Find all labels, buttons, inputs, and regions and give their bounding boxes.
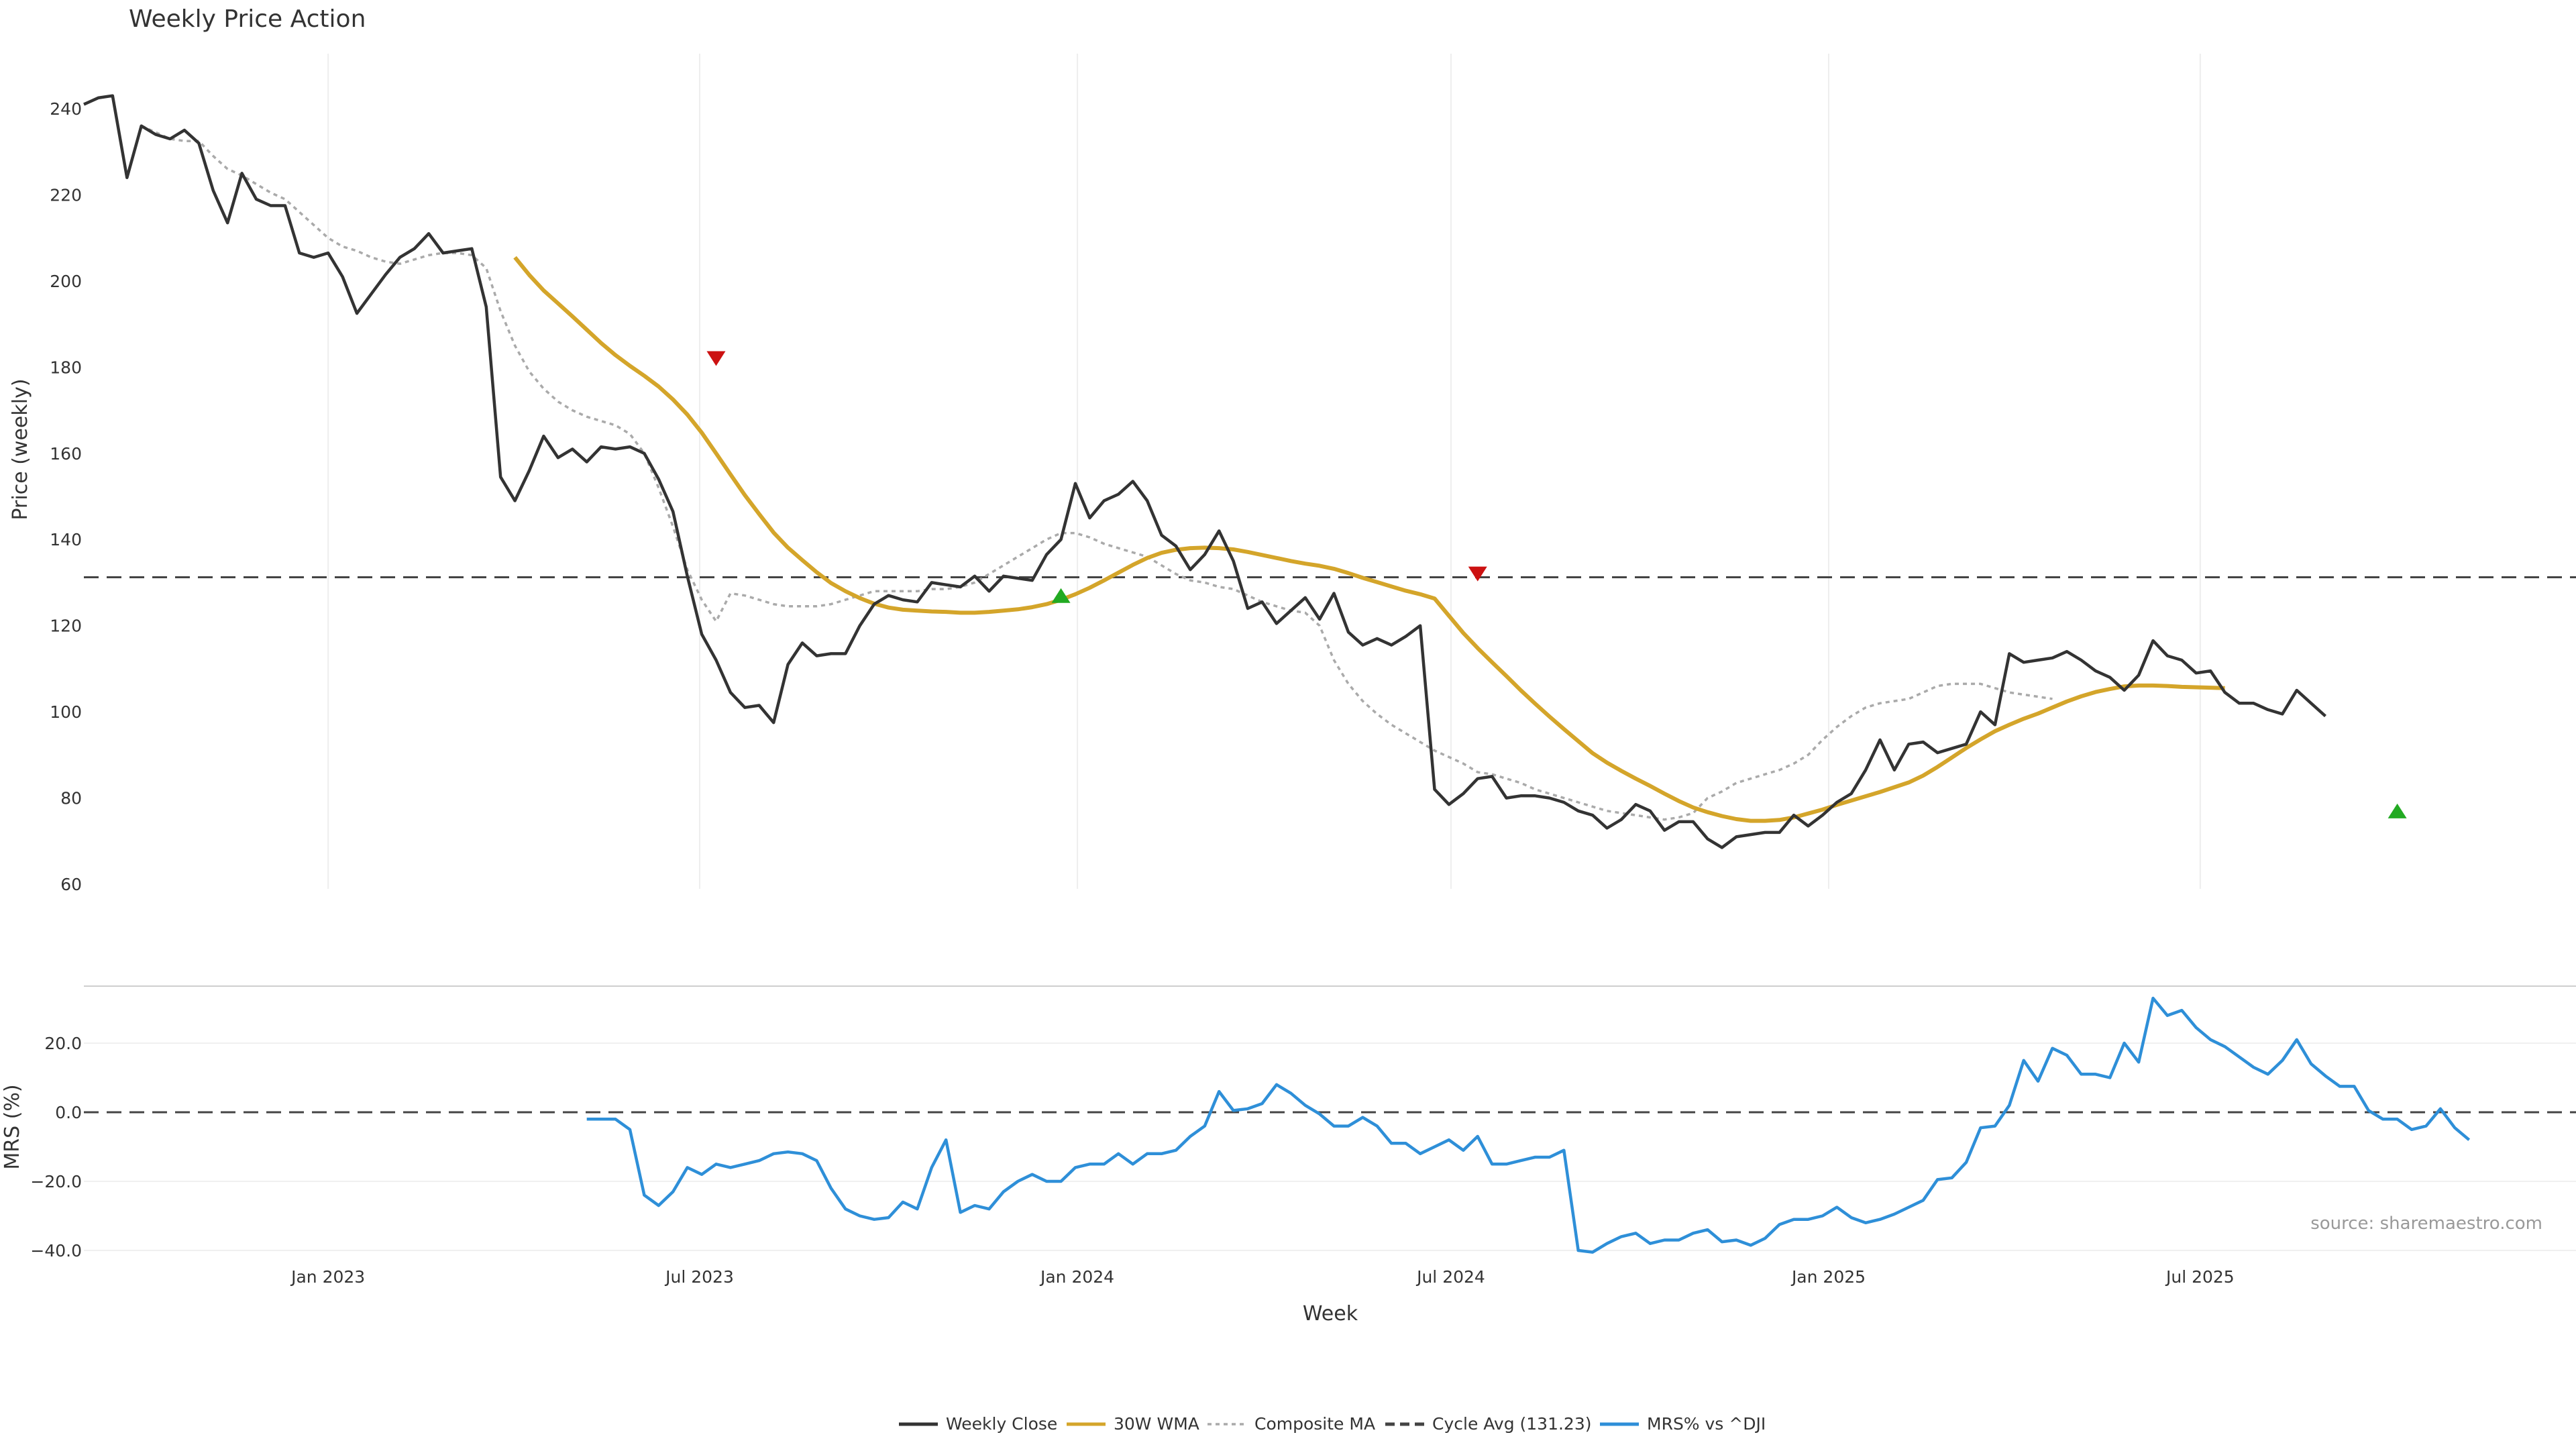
mrs-y-axis-title: MRS (%) [1,1084,24,1169]
price-y-axis: 60 80 100 120 140 160 180 200 220 240 [50,99,82,894]
x-tick-label: Jul 2024 [1415,1267,1485,1287]
legend-item: MRS% vs ^DJI [1600,1414,1766,1434]
price-series-group [83,94,2576,849]
price-y-tick-label: 220 [50,185,82,205]
x-tick-label: Jul 2023 [664,1267,734,1287]
chart-title: Weekly Price Action [129,5,366,33]
legend-label: 30W WMA [1114,1414,1199,1434]
legend-item: Cycle Avg (131.23) [1385,1414,1592,1434]
wma-30w-line [513,256,2225,823]
x-tick-label: Jan 2025 [1790,1267,1866,1287]
price-y-tick-label: 140 [50,530,82,549]
x-tick-label: Jul 2025 [2165,1267,2235,1287]
mrs-series-group [84,996,2576,1254]
x-tick-label: Jan 2024 [1039,1267,1114,1287]
legend-label: MRS% vs ^DJI [1647,1414,1766,1434]
mrs-y-axis: −40.0 −20.0 0.0 20.0 [30,1034,82,1260]
x-axis-title: Week [1303,1302,1358,1326]
x-axis: Jan 2023 Jul 2023 Jan 2024 Jul 2024 Jan 2025… [290,1267,2235,1287]
price-y-axis-title: Price (weekly) [9,378,32,520]
composite-ma-line [140,125,2053,821]
price-y-tick-label: 100 [50,702,82,722]
legend: Weekly Close 30W WMA Composite MA Cycle Avg… [899,1414,1766,1434]
price-y-tick-label: 60 [60,875,82,894]
x-tick-label: Jan 2023 [290,1267,365,1287]
legend-item: Composite MA [1208,1414,1375,1434]
price-gridlines [327,54,2201,889]
signal-markers [706,351,2407,818]
price-y-tick-label: 160 [50,444,82,464]
price-y-tick-label: 80 [60,789,82,808]
legend-item: Weekly Close [899,1414,1057,1434]
mrs-y-tick-label: 0.0 [55,1103,82,1122]
price-y-tick-label: 240 [50,99,82,119]
price-y-tick-label: 180 [50,358,82,377]
mrs-y-tick-label: −20.0 [30,1172,82,1191]
legend-item: 30W WMA [1067,1414,1199,1434]
legend-label: Cycle Avg (131.23) [1432,1414,1592,1434]
mrs-y-tick-label: −40.0 [30,1241,82,1260]
price-y-tick-label: 200 [50,272,82,291]
mrs-y-tick-label: 20.0 [44,1034,82,1053]
mrs-gridlines [84,1042,2576,1251]
sell-signal-marker [706,351,726,366]
buy-signal-marker [2387,803,2407,818]
buy-signal-marker [1051,588,1071,603]
price-y-tick-label: 120 [50,616,82,636]
weekly-close-line [83,94,2327,849]
source-text: source: sharemaestro.com [2310,1214,2542,1234]
legend-label: Weekly Close [946,1414,1057,1434]
mrs-line [586,996,2471,1254]
legend-label: Composite MA [1254,1414,1375,1434]
sell-signal-marker [1468,566,1487,582]
